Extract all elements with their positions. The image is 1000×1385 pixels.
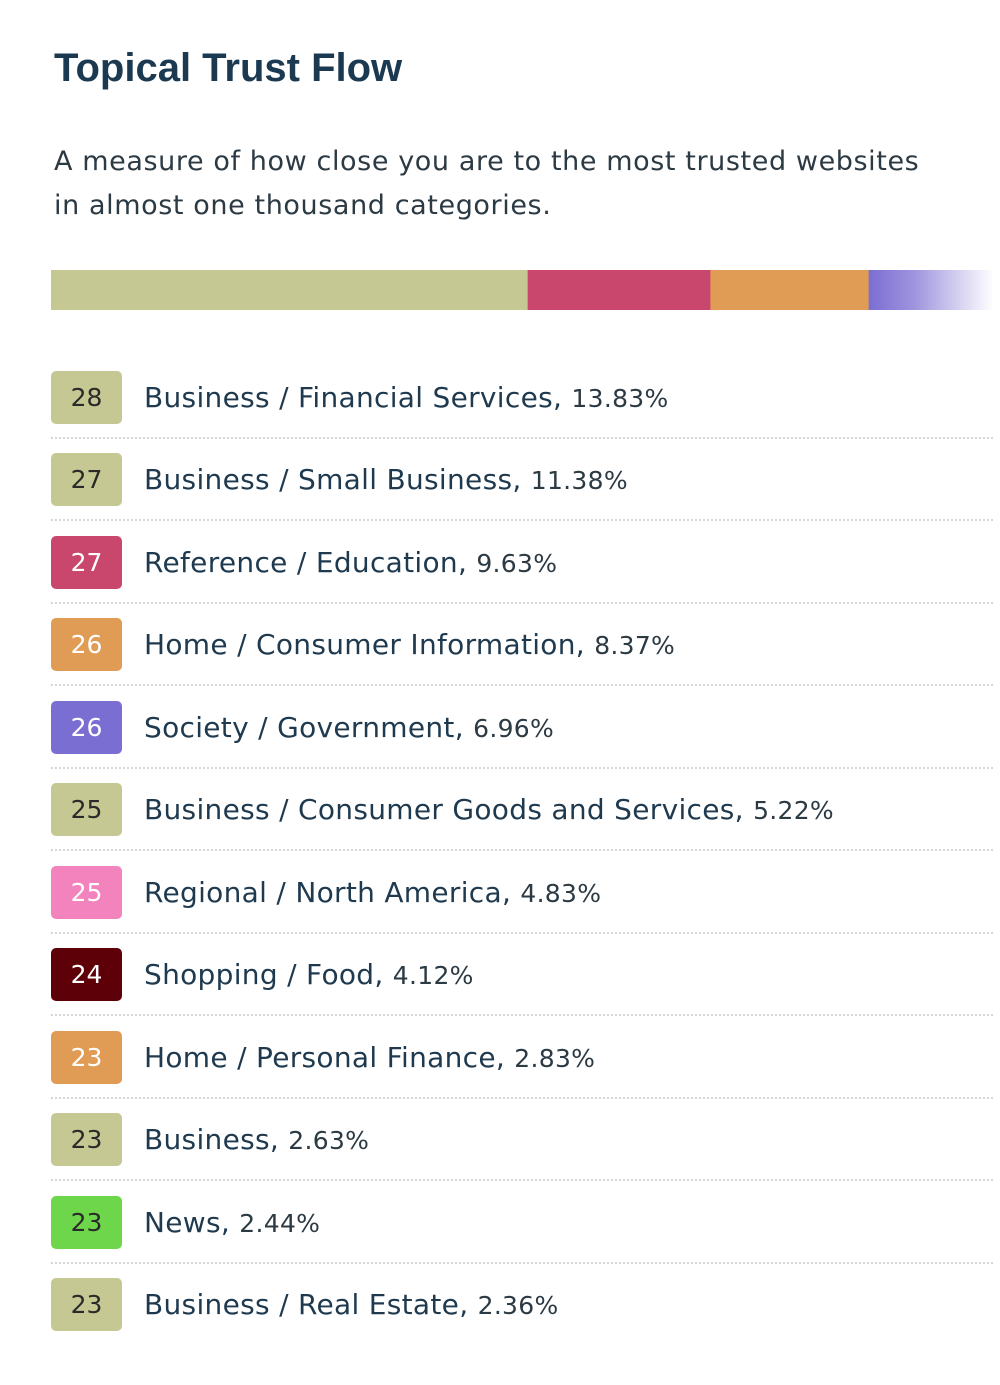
- topic-percent: 11.38%: [530, 466, 628, 496]
- stacked-bar-svg: [51, 270, 993, 310]
- topic-separator: ,: [734, 793, 754, 827]
- trust-flow-badge: 26: [51, 618, 122, 672]
- topic-row: 26 Home / Consumer Information, 8.37%: [51, 604, 993, 687]
- trust-flow-badge: 23: [51, 1278, 122, 1332]
- topic-row: 25 Regional / North America, 4.83%: [51, 851, 993, 934]
- page-title: Topical Trust Flow: [54, 46, 403, 90]
- topic-list: 28 Business / Financial Services, 13.83% 2…: [51, 356, 993, 1346]
- topic-row: 23 News, 2.44%: [51, 1181, 993, 1264]
- trust-flow-badge: 27: [51, 453, 122, 507]
- topic-name: News: [144, 1205, 221, 1239]
- topic-separator: ,: [553, 380, 572, 414]
- topical-stacked-bar: [51, 270, 993, 310]
- topic-separator: ,: [495, 1040, 515, 1074]
- topic-label[interactable]: Shopping / Food, 4.12%: [144, 958, 474, 991]
- topic-label[interactable]: Business / Consumer Goods and Services, …: [144, 793, 834, 826]
- stack-segment-home: [710, 270, 870, 310]
- topic-label[interactable]: Business / Financial Services, 13.83%: [144, 381, 669, 414]
- topic-separator: ,: [575, 628, 595, 662]
- topic-label[interactable]: Business / Real Estate, 2.36%: [144, 1288, 559, 1321]
- topic-row: 27 Business / Small Business, 11.38%: [51, 439, 993, 522]
- topic-percent: 13.83%: [571, 383, 669, 413]
- topic-percent: 2.63%: [288, 1126, 370, 1156]
- topic-percent: 6.96%: [473, 713, 555, 743]
- topic-name: Regional / North America: [144, 875, 502, 909]
- topic-name: Society / Government: [144, 710, 455, 744]
- page-subtitle: A measure of how close you are to the mo…: [54, 146, 920, 221]
- topic-name: Shopping / Food: [144, 958, 375, 992]
- topic-label[interactable]: Regional / North America, 4.83%: [144, 876, 601, 909]
- trust-flow-badge: 23: [51, 1195, 122, 1249]
- topic-row: 27 Reference / Education, 9.63%: [51, 521, 993, 604]
- topic-label[interactable]: Reference / Education, 9.63%: [144, 546, 557, 579]
- trust-flow-badge: 24: [51, 948, 122, 1002]
- stack-segment-other: [868, 270, 993, 310]
- trust-flow-badge: 23: [51, 1030, 122, 1084]
- topic-label[interactable]: Home / Personal Finance, 2.83%: [144, 1041, 595, 1074]
- topic-name: Reference / Education: [144, 545, 458, 579]
- trust-flow-badge: 23: [51, 1113, 122, 1167]
- stack-segment-reference: [527, 270, 711, 310]
- topic-row: 23 Business, 2.63%: [51, 1099, 993, 1182]
- topic-separator: ,: [374, 958, 393, 992]
- topic-label[interactable]: News, 2.44%: [144, 1206, 320, 1239]
- trust-flow-badge: 27: [51, 535, 122, 589]
- topic-label[interactable]: Business / Small Business, 11.38%: [144, 463, 628, 496]
- topic-label[interactable]: Home / Consumer Information, 8.37%: [144, 628, 675, 661]
- topic-name: Business / Real Estate: [144, 1288, 460, 1322]
- topic-name: Business / Financial Services: [144, 380, 553, 414]
- topic-row: 24 Shopping / Food, 4.12%: [51, 934, 993, 1017]
- topic-row: 28 Business / Financial Services, 13.83%: [51, 356, 993, 439]
- topic-row: 25 Business / Consumer Goods and Services…: [51, 769, 993, 852]
- topic-percent: 2.83%: [514, 1043, 596, 1073]
- topic-separator: ,: [269, 1123, 289, 1157]
- topic-row: 23 Business / Real Estate, 2.36%: [51, 1264, 993, 1347]
- topic-name: Business / Consumer Goods and Services: [144, 793, 735, 827]
- topic-name: Home / Consumer Information: [144, 628, 576, 662]
- topic-label[interactable]: Society / Government, 6.96%: [144, 711, 554, 744]
- topic-separator: ,: [220, 1205, 240, 1239]
- topic-separator: ,: [459, 1288, 478, 1322]
- trust-flow-badge: 28: [51, 370, 122, 424]
- trust-flow-badge: 25: [51, 865, 122, 919]
- topic-separator: ,: [457, 545, 477, 579]
- topic-row: 26 Society / Government, 6.96%: [51, 686, 993, 769]
- topic-name: Home / Personal Finance: [144, 1040, 496, 1074]
- topic-separator: ,: [454, 710, 474, 744]
- topic-label[interactable]: Business, 2.63%: [144, 1123, 369, 1156]
- topic-percent: 2.36%: [477, 1291, 559, 1321]
- trust-flow-badge: 25: [51, 783, 122, 837]
- topic-percent: 4.12%: [392, 961, 474, 991]
- topic-percent: 9.63%: [476, 548, 558, 578]
- stack-segment-business: [51, 270, 529, 310]
- topic-name: Business: [144, 1123, 270, 1157]
- topic-percent: 4.83%: [520, 878, 602, 908]
- topic-name: Business / Small Business: [144, 463, 513, 497]
- topic-percent: 5.22%: [753, 796, 834, 826]
- trust-flow-badge: 26: [51, 700, 122, 754]
- topic-percent: 2.44%: [239, 1208, 321, 1238]
- topic-row: 23 Home / Personal Finance, 2.83%: [51, 1016, 993, 1099]
- topic-separator: ,: [512, 463, 531, 497]
- topic-percent: 8.37%: [594, 631, 676, 661]
- topic-separator: ,: [501, 875, 521, 909]
